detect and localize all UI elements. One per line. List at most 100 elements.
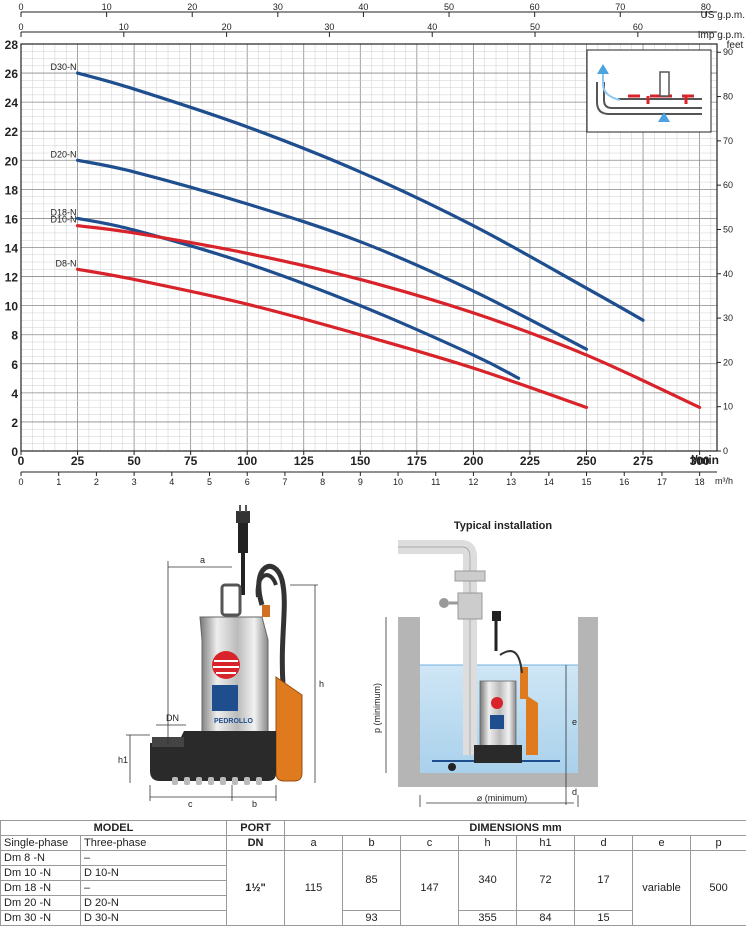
imp-gpm-tick-label: 40 bbox=[427, 22, 437, 32]
dim-a-label: a bbox=[200, 555, 205, 565]
curve-label: D20-N bbox=[51, 149, 77, 159]
dim-e-label: e bbox=[572, 717, 577, 727]
c-value: 147 bbox=[400, 850, 460, 926]
a-value: 115 bbox=[284, 850, 344, 926]
y-tick-label: 8 bbox=[11, 329, 18, 343]
y-tick-label: 10 bbox=[5, 300, 19, 314]
x-tick-label: 250 bbox=[576, 454, 596, 468]
col-h-header: h bbox=[458, 835, 518, 851]
imp-gpm-tick-label: 20 bbox=[222, 22, 232, 32]
typical-installation-drawing: Typical installation p (minimum bbox=[372, 520, 598, 807]
y-tick-label: 22 bbox=[5, 125, 19, 139]
series-d18-n: D18-N bbox=[51, 207, 521, 380]
d-value-1: 17 bbox=[574, 850, 634, 911]
imp-gpm-tick-label: 0 bbox=[18, 22, 23, 32]
y-tick-label: 16 bbox=[5, 212, 19, 226]
three-phase-header: Three-phase bbox=[79, 835, 228, 851]
feet-axis-label: feet bbox=[727, 40, 744, 51]
imp-gpm-tick-label: 50 bbox=[530, 22, 540, 32]
dim-dn-label: DN bbox=[166, 713, 179, 723]
y-tick-label: 20 bbox=[5, 154, 19, 168]
dim-h-label: h bbox=[319, 679, 324, 689]
imp-gpm-tick-label: 60 bbox=[633, 22, 643, 32]
three-phase-model: – bbox=[79, 850, 228, 866]
curve-line bbox=[75, 224, 702, 409]
x-tick-label: 200 bbox=[463, 454, 483, 468]
feet-tick-label: 80 bbox=[723, 92, 733, 102]
col-p-header: p bbox=[690, 835, 746, 851]
col-d-header: d bbox=[574, 835, 634, 851]
h-value-2: 355 bbox=[458, 910, 518, 926]
b-value-2: 93 bbox=[342, 910, 402, 926]
us-gpm-axis-label: US g.p.m. bbox=[701, 10, 745, 21]
m3h-tick-label: 11 bbox=[431, 477, 440, 487]
x-tick-label: 275 bbox=[633, 454, 653, 468]
brand-label: PEDROLLO bbox=[214, 718, 253, 725]
dim-diam-label: ⌀ (minimum) bbox=[477, 793, 527, 803]
y-tick-label: 2 bbox=[11, 416, 18, 430]
h1-value-2: 84 bbox=[516, 910, 576, 926]
curve-label: D8-N bbox=[56, 258, 77, 268]
pump-drawings: PEDROLLO a h h1 DN c b Typical instal bbox=[118, 505, 598, 809]
m3h-tick-label: 14 bbox=[544, 477, 554, 487]
m3h-tick-label: 0 bbox=[18, 477, 23, 487]
single-phase-header: Single-phase bbox=[0, 835, 81, 851]
x-tick-label: 25 bbox=[71, 454, 85, 468]
feet-tick-label: 70 bbox=[723, 136, 733, 146]
y-tick-label: 12 bbox=[5, 271, 19, 285]
model-header: MODEL bbox=[0, 820, 228, 836]
y-tick-label: 14 bbox=[5, 242, 19, 256]
single-phase-model: Dm 20 -N bbox=[0, 895, 81, 911]
us-gpm-tick-label: 20 bbox=[187, 2, 197, 12]
series-d30-n: D30-N bbox=[51, 62, 645, 322]
feet-tick-label: 90 bbox=[723, 47, 733, 57]
us-gpm-tick-label: 40 bbox=[358, 2, 368, 12]
h1-value-1: 72 bbox=[516, 850, 576, 911]
three-phase-model: – bbox=[79, 880, 228, 896]
us-gpm-tick-label: 30 bbox=[273, 2, 283, 12]
feet-tick-label: 60 bbox=[723, 180, 733, 190]
col-b-header: b bbox=[342, 835, 402, 851]
h-value-1: 340 bbox=[458, 850, 518, 911]
m3h-tick-label: 17 bbox=[657, 477, 667, 487]
feet-tick-label: 30 bbox=[723, 313, 733, 323]
m3h-tick-label: 5 bbox=[207, 477, 212, 487]
curve-line bbox=[75, 71, 645, 322]
p-value: 500 bbox=[690, 850, 746, 926]
curve-line bbox=[75, 158, 589, 351]
dim-p-label: p (minimum) bbox=[372, 683, 382, 733]
us-gpm-tick-label: 0 bbox=[18, 2, 23, 12]
dn-value: 1½" bbox=[226, 850, 286, 926]
three-phase-model: D 20-N bbox=[79, 895, 228, 911]
m3h-tick-label: 9 bbox=[358, 477, 363, 487]
m3h-tick-label: 16 bbox=[619, 477, 629, 487]
e-value: variable bbox=[632, 850, 692, 926]
m3h-tick-label: 7 bbox=[282, 477, 287, 487]
dim-h1-label: h1 bbox=[118, 755, 128, 765]
m3h-tick-label: 8 bbox=[320, 477, 325, 487]
x-tick-label: 100 bbox=[237, 454, 257, 468]
b-value-1: 85 bbox=[342, 850, 402, 911]
d-value-2: 15 bbox=[574, 910, 634, 926]
us-gpm-tick-label: 70 bbox=[615, 2, 625, 12]
x-tick-label: 125 bbox=[294, 454, 314, 468]
single-phase-model: Dm 8 -N bbox=[0, 850, 81, 866]
m3h-tick-label: 10 bbox=[393, 477, 403, 487]
imp-gpm-tick-label: 10 bbox=[119, 22, 129, 32]
series-d20-n: D20-N bbox=[51, 149, 589, 351]
plot-frame bbox=[20, 43, 718, 452]
dim-d-label: d bbox=[572, 787, 577, 797]
y-tick-label: 26 bbox=[5, 67, 19, 81]
m3h-tick-label: 4 bbox=[169, 477, 174, 487]
x-tick-label: 0 bbox=[18, 454, 25, 468]
us-gpm-tick-label: 60 bbox=[530, 2, 540, 12]
table-row: Dm 18 -N – bbox=[0, 880, 746, 896]
y-tick-label: 0 bbox=[11, 445, 18, 459]
curve-line bbox=[75, 267, 589, 409]
three-phase-model: D 10-N bbox=[79, 865, 228, 881]
table-row: Dm 30 -N D 30-N 93 355 84 15 bbox=[0, 910, 746, 926]
x-tick-label: 50 bbox=[127, 454, 141, 468]
feet-tick-label: 0 bbox=[723, 446, 728, 456]
single-phase-model: Dm 10 -N bbox=[0, 865, 81, 881]
